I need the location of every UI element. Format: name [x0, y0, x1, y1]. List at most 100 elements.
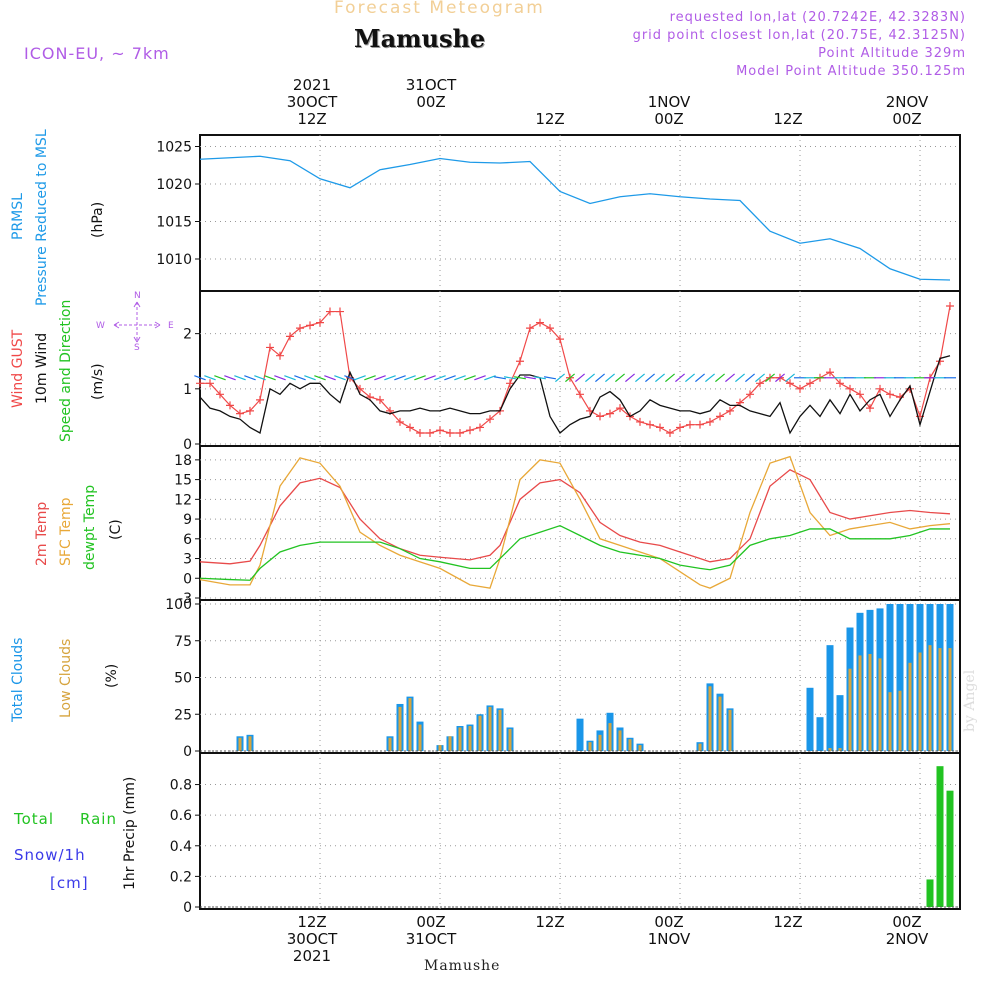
- y-tick-label: 0: [183, 571, 192, 587]
- wind-gust-marker: [746, 390, 754, 399]
- low-cloud-bar: [628, 739, 632, 751]
- wind-gust-marker: [226, 401, 234, 410]
- wind-direction-arrow: [274, 375, 286, 381]
- wind-gust-marker: [336, 307, 344, 316]
- wind-gust-marker: [726, 406, 734, 415]
- wind-direction-arrow: [244, 375, 256, 381]
- low-cloud-bar: [588, 742, 592, 751]
- wind-gust-marker: [886, 390, 894, 399]
- wind-direction-arrow: [765, 373, 775, 383]
- wind-gust-marker: [696, 420, 704, 429]
- y-tick-label: 2: [183, 327, 192, 343]
- wind-direction-arrow: [635, 373, 645, 383]
- low-cloud-bar: [448, 736, 452, 751]
- wind-gust-marker: [676, 423, 684, 432]
- location-title: Mamushe: [354, 24, 486, 53]
- wind-gust-marker: [306, 321, 314, 330]
- wind-direction-arrow: [735, 373, 745, 383]
- panel-frame: [199, 445, 961, 601]
- pressure-line: [199, 155, 951, 281]
- wind-direction-arrow: [755, 373, 765, 383]
- wind-gust-marker: [666, 428, 674, 437]
- y-tick-label: -3: [178, 591, 192, 607]
- low-cloud-bar: [638, 745, 642, 751]
- dewpt-line: [199, 524, 950, 581]
- low-cloud-bar: [708, 686, 712, 751]
- compass-w: W: [96, 321, 105, 331]
- y-tick-label: 1015: [156, 215, 192, 231]
- low-cloud-bar: [698, 743, 702, 751]
- panel-frame: [199, 134, 961, 292]
- wind-direction-arrow: [354, 375, 366, 381]
- wind-gust-marker: [536, 318, 544, 327]
- low-cloud-bar: [408, 698, 412, 751]
- wind-direction-arrow: [284, 375, 296, 381]
- wind-gust-marker: [296, 324, 304, 333]
- wind-gust-marker: [716, 412, 724, 421]
- wind-gust-marker: [806, 379, 814, 388]
- y-tick-label: 9: [183, 512, 192, 528]
- wind-direction-arrow: [254, 375, 266, 381]
- wind-gust-marker: [326, 307, 334, 316]
- wind-gust-marker: [846, 384, 854, 393]
- wind-gust-marker: [786, 379, 794, 388]
- panel-frame: [199, 752, 961, 910]
- y-tick-label: 0.8: [170, 778, 192, 794]
- wind-gust-marker: [476, 423, 484, 432]
- wind-gust-marker: [546, 324, 554, 333]
- low-cloud-bar: [608, 723, 612, 751]
- y-tick-label: 50: [174, 671, 192, 687]
- wind-direction-arrow: [304, 375, 316, 381]
- point-altitude: Point Altitude 329m: [818, 46, 966, 61]
- low-cloud-bar: [908, 662, 912, 751]
- model-altitude: Model Point Altitude 350.125m: [736, 64, 966, 79]
- total-cloud-bar: [816, 717, 824, 751]
- wind-gust-marker: [796, 384, 804, 393]
- total-cloud-bar: [576, 718, 584, 751]
- y-tick-label: 0: [183, 437, 192, 453]
- low-cloud-bar: [898, 690, 902, 751]
- low-cloud-bar: [468, 726, 472, 751]
- low-cloud-bar: [878, 658, 882, 751]
- wind-gust-marker: [216, 390, 224, 399]
- wind-direction-arrow: [685, 373, 695, 383]
- low-cloud-bar: [888, 692, 892, 751]
- wind-direction-arrow: [665, 373, 675, 383]
- wind-direction-arrow: [655, 373, 665, 383]
- low-cloud-bar: [418, 724, 422, 751]
- wind-direction-arrow: [523, 376, 537, 380]
- top-time-label: 2021 30OCT 12Z: [286, 76, 338, 128]
- low-cloud-bar: [458, 727, 462, 751]
- watermark: by Angel: [962, 669, 978, 732]
- t2m-line: [199, 468, 951, 565]
- precip-snow-unit: [cm]: [50, 874, 89, 892]
- low-cloud-bar: [938, 648, 942, 751]
- wind-gust-marker: [286, 332, 294, 341]
- low-cloud-bar: [508, 728, 512, 751]
- wind-gust-marker: [426, 428, 434, 437]
- bottom-time-label: 00Z 1NOV: [647, 913, 691, 948]
- wind-gust-marker: [316, 318, 324, 327]
- bottom-time-label: 12Z 30OCT 2021: [286, 913, 338, 965]
- low-cloud-bar: [598, 734, 602, 751]
- wind-direction-arrow: [585, 373, 595, 383]
- precip-rain-label: Rain: [80, 810, 117, 828]
- wind-gust-marker: [526, 324, 534, 333]
- low-cloud-bar: [388, 737, 392, 751]
- y-tick-label: 0.2: [170, 869, 192, 885]
- top-time-label: 12Z: [773, 110, 803, 128]
- low-cloud-bar: [498, 709, 502, 751]
- wind-direction-arrow: [294, 375, 306, 381]
- wind-direction-arrow: [364, 375, 376, 381]
- wind-direction-arrow: [324, 375, 336, 381]
- low-cloud-bar: [238, 737, 242, 751]
- wind-gust-marker: [516, 357, 524, 366]
- rain-bar: [926, 879, 934, 907]
- bottom-time-label: 12Z: [773, 913, 803, 931]
- wind-direction-arrow: [344, 375, 356, 381]
- wind-gust-line: [200, 305, 951, 434]
- low-cloud-bar: [718, 696, 722, 751]
- wind-direction-arrow: [404, 375, 416, 381]
- requested-coords: requested lon,lat (20.7242E, 42.3283N): [669, 10, 966, 25]
